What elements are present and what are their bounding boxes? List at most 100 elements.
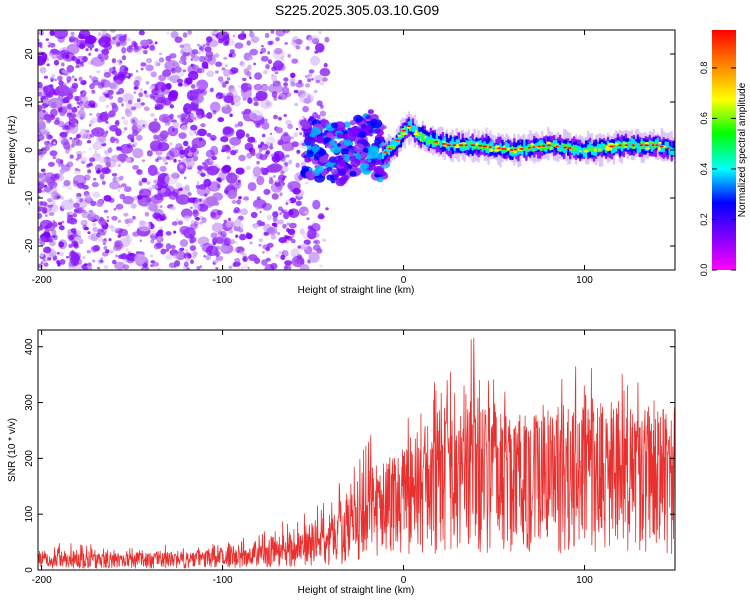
spectrogram-blob: [229, 239, 236, 245]
spectrogram-blob: [221, 165, 231, 174]
spectrogram-blob: [117, 71, 121, 75]
spectrogram-blob: [86, 250, 91, 254]
spectrogram-blob: [194, 131, 197, 134]
spectrogram-blob: [58, 222, 63, 226]
spectrogram-blob: [113, 207, 117, 211]
spectrogram-blob: [66, 109, 73, 113]
spectrogram-blob: [167, 125, 179, 137]
spectrogram-blob: [222, 126, 235, 137]
spectrogram-blob: [248, 254, 258, 262]
spectrogram-blob: [285, 92, 292, 98]
spectrogram-blob: [69, 250, 76, 257]
spectrogram-blob: [294, 102, 299, 107]
spectrogram-blob: [190, 220, 197, 225]
spectrogram-speck: [436, 143, 439, 146]
spectrogram-blob: [322, 238, 327, 242]
spectrogram-blob: [183, 176, 187, 180]
spectrogram-blob: [248, 56, 254, 61]
spectrogram-blob: [265, 246, 271, 252]
y-tick-label: 400: [24, 338, 35, 355]
spectrogram-blob: [94, 37, 98, 41]
spectrogram-blob: [111, 58, 117, 64]
spectrogram-blob: [190, 259, 194, 265]
spectrogram-blob: [89, 157, 96, 162]
spectrogram-blob: [349, 155, 357, 162]
spectrogram-blob: [237, 121, 244, 127]
spectrogram-blob: [44, 231, 51, 239]
spectrogram-blob: [235, 167, 245, 175]
spectrogram-blob: [267, 189, 271, 194]
spectrogram-peak: [537, 145, 541, 148]
spectrogram-blob: [253, 62, 257, 66]
spectrogram-blob: [38, 139, 41, 142]
spectrogram-blob: [66, 218, 72, 224]
spectrogram-blob: [41, 179, 46, 183]
spectrogram-blob: [341, 154, 346, 158]
spectrogram-blob: [246, 40, 251, 46]
spectrogram-blob: [45, 175, 50, 180]
spectrogram-blob: [117, 189, 121, 192]
spectrogram-blob: [69, 235, 74, 240]
spectrogram-speck: [468, 140, 473, 144]
spectrogram-blob: [94, 150, 97, 153]
spectrogram-blob: [109, 125, 118, 132]
spectrogram-peak: [618, 144, 622, 147]
spectrogram-blob: [115, 254, 118, 258]
spectrogram-blob: [122, 195, 134, 205]
spectrogram-blob: [242, 77, 247, 82]
spectrogram-blob: [148, 85, 155, 90]
spectrogram-blob: [232, 262, 237, 267]
spectrogram-blob: [206, 165, 219, 176]
spectrogram-blob: [269, 40, 275, 45]
spectrogram-blob: [271, 91, 278, 98]
spectrogram-blob: [43, 172, 47, 176]
spectrogram-blob: [125, 157, 132, 164]
spectrogram-blob: [308, 35, 320, 44]
spectrogram-blob: [76, 134, 81, 139]
spectrogram-blob: [254, 72, 263, 80]
spectrogram-speck: [436, 138, 440, 141]
spectrogram-blob: [105, 120, 109, 124]
spectrogram-blob: [322, 117, 326, 120]
spectrogram-blob: [87, 169, 92, 174]
spectrogram-peak: [501, 148, 507, 150]
spectrogram-blob: [360, 123, 367, 129]
spectrogram-blob: [126, 37, 132, 42]
spectrogram-blob: [109, 81, 119, 90]
spectrogram-blob: [236, 199, 241, 205]
spectrogram-blob: [283, 211, 290, 220]
spectrogram-blob: [96, 116, 103, 123]
spectrogram-blob: [226, 77, 231, 81]
spectrogram-blob: [319, 155, 329, 164]
spectrogram-blob: [90, 200, 97, 207]
spectrogram-blob: [38, 87, 44, 96]
spectrogram-blob: [165, 243, 172, 250]
spectrogram-ridge-cell: [626, 142, 630, 151]
spectrogram-blob: [305, 46, 310, 51]
spectrogram-blob: [50, 173, 60, 182]
spectrogram-blob: [105, 130, 109, 135]
spectrogram-blob: [225, 40, 230, 46]
spectrogram-blob: [210, 232, 218, 239]
spectrogram-blob: [73, 221, 77, 225]
spectrogram-blob: [319, 81, 324, 86]
spectrogram-blob: [74, 123, 79, 127]
spectrogram-blob: [68, 123, 79, 134]
spectrogram-blob: [247, 266, 250, 270]
spectrogram-peak: [644, 144, 649, 146]
spectrogram-blob: [39, 45, 43, 49]
spectrogram-blob: [108, 110, 116, 118]
spectrogram-blob: [227, 189, 238, 200]
spectrogram-blob: [155, 158, 159, 162]
spectrogram-blob: [249, 241, 253, 245]
spectrogram-blob: [38, 150, 43, 156]
spectrogram-blob: [252, 174, 258, 180]
spectrogram-blob: [323, 129, 329, 134]
spectrogram-blob: [243, 264, 248, 269]
spectrogram-blob: [313, 89, 318, 94]
spectrogram-blob: [85, 48, 89, 52]
spectrogram-blob: [362, 147, 370, 154]
spectrogram-blob: [78, 101, 83, 107]
spectrogram-blob: [234, 218, 242, 228]
